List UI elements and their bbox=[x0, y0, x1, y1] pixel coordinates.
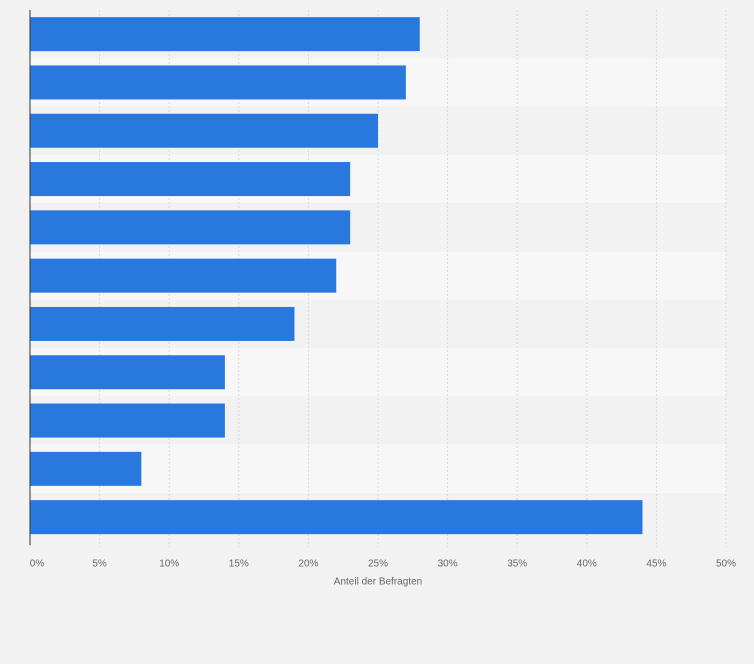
bar bbox=[30, 17, 420, 52]
bar bbox=[30, 403, 225, 438]
x-axis-label: Anteil der Befragten bbox=[334, 576, 422, 587]
bar bbox=[30, 355, 225, 390]
x-axis-ticks: 0% 5% 10% 15% 20% 25% 30% 35% 40% 45% 50% bbox=[30, 558, 736, 569]
bar bbox=[30, 451, 142, 486]
x-tick-label: 5% bbox=[92, 558, 107, 569]
x-tick-label: 40% bbox=[577, 558, 597, 569]
bar bbox=[30, 210, 351, 245]
x-tick-label: 30% bbox=[438, 558, 458, 569]
bar bbox=[30, 500, 643, 535]
bar bbox=[30, 65, 406, 100]
x-tick-label: 15% bbox=[229, 558, 249, 569]
x-tick-label: 10% bbox=[159, 558, 179, 569]
x-tick-label: 45% bbox=[646, 558, 666, 569]
row-band bbox=[30, 444, 726, 493]
x-tick-label: 0% bbox=[30, 558, 45, 569]
bar bbox=[30, 258, 337, 293]
x-tick-label: 35% bbox=[507, 558, 527, 569]
x-tick-label: 50% bbox=[716, 558, 736, 569]
bar bbox=[30, 113, 378, 148]
x-tick-label: 20% bbox=[298, 558, 318, 569]
bar bbox=[30, 162, 351, 197]
x-tick-label: 25% bbox=[368, 558, 388, 569]
bars bbox=[30, 17, 643, 535]
bar bbox=[30, 306, 295, 341]
